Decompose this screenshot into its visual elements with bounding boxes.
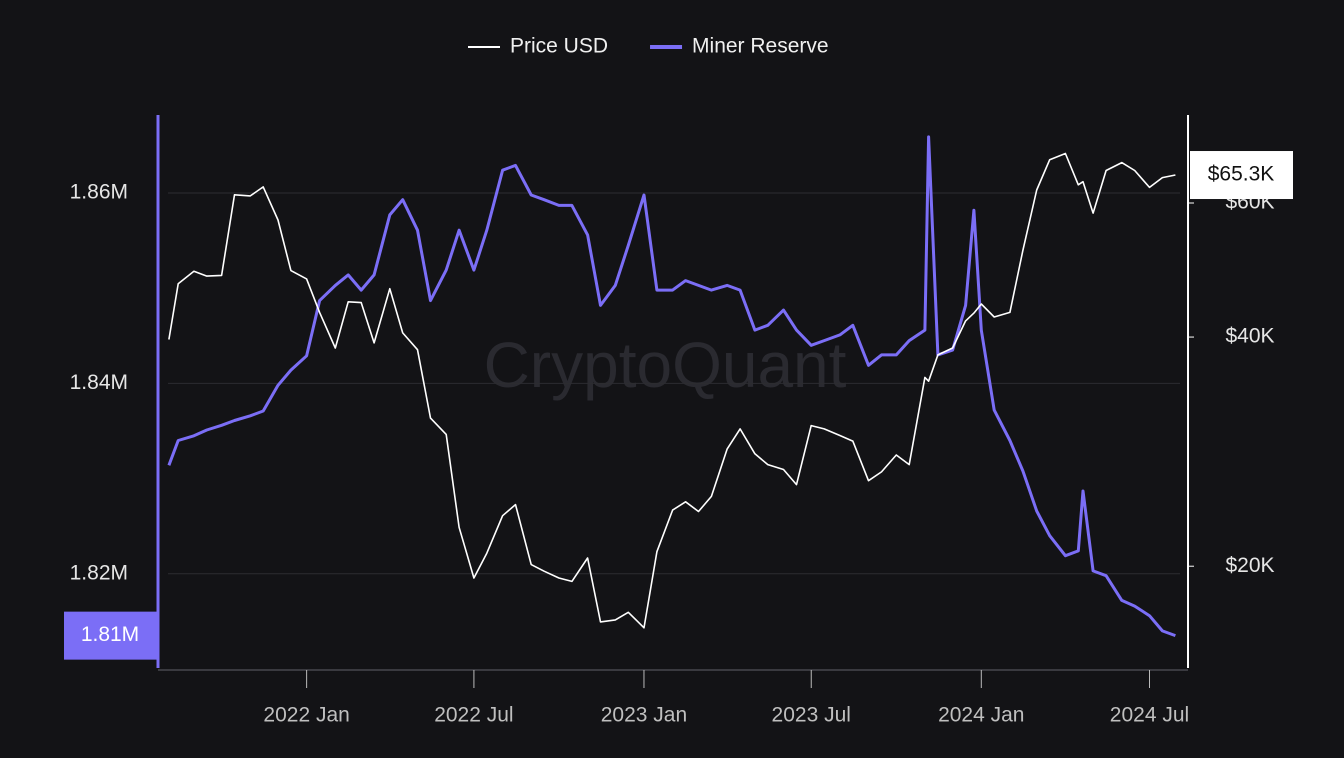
- y-tick-label: 1.82M: [70, 561, 128, 584]
- legend-label: Miner Reserve: [692, 35, 829, 58]
- x-tick-label: 2024 Jul: [1110, 704, 1189, 727]
- y2-badge-label: $65.3K: [1208, 163, 1275, 186]
- watermark: CryptoQuant: [484, 329, 847, 401]
- y-tick-label: 1.86M: [70, 181, 128, 204]
- y2-tick-label: $20K: [1225, 554, 1274, 577]
- y2-tick-label: $40K: [1225, 325, 1274, 348]
- y-badge-label: 1.81M: [81, 623, 139, 646]
- x-tick-label: 2023 Jan: [601, 704, 687, 727]
- x-tick-label: 2023 Jul: [772, 704, 851, 727]
- series-line: [167, 135, 1176, 638]
- y2-badge: [1190, 151, 1293, 200]
- legend-label: Price USD: [510, 35, 608, 58]
- x-tick-label: 2022 Jan: [263, 704, 349, 727]
- y-badge: [64, 611, 157, 660]
- series-line: [168, 152, 1176, 629]
- y-tick-label: 1.84M: [70, 371, 128, 394]
- x-tick-label: 2022 Jul: [434, 704, 513, 727]
- x-tick-label: 2024 Jan: [938, 704, 1024, 727]
